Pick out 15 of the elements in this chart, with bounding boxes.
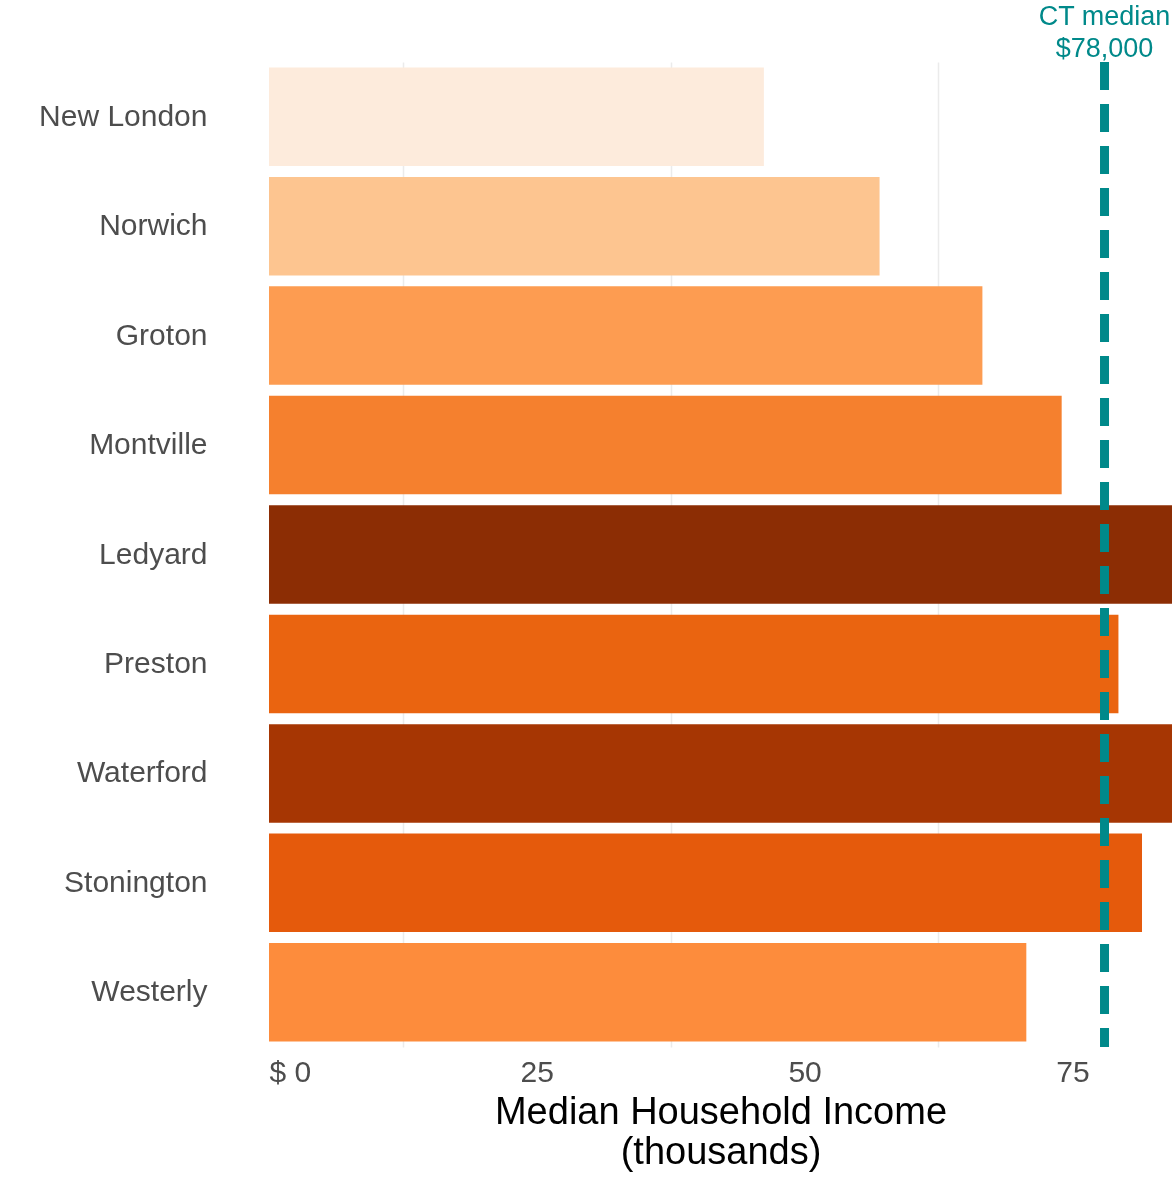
y-tick-label: Groton [115,317,208,351]
y-tick-label: Waterford [76,755,208,789]
x-tick-label: 25 [520,1054,554,1088]
x-axis-title: Median Household Income (thousands) [494,1089,948,1172]
x-tick-label: $ 0 [269,1054,312,1088]
ref-line-label: CT median $78,000 [1038,1,1171,63]
y-tick-label: Norwich [99,208,208,242]
y-tick-label: Montville [89,427,208,461]
y-tick-label: Westerly [91,974,208,1008]
x-tick-label: 50 [788,1054,822,1088]
y-tick-label: Preston [104,645,208,679]
y-tick-label: Stonington [64,864,208,898]
x-tick-label: 75 [1056,1054,1090,1088]
y-tick-label: New London [39,98,208,132]
y-tick-label: Ledyard [99,536,208,570]
